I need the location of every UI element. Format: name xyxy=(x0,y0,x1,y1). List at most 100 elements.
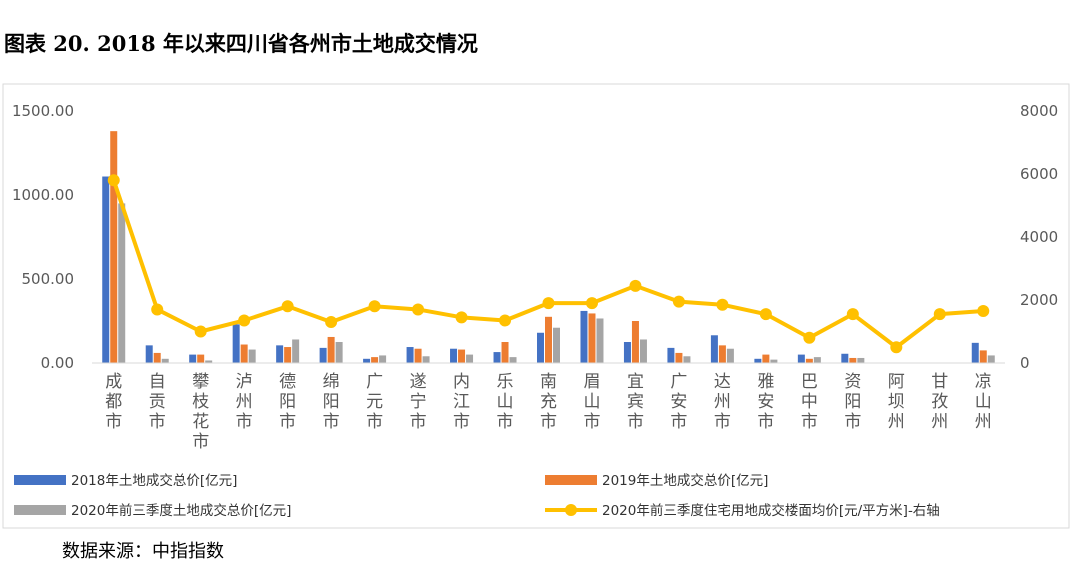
x-category-label: 成都市 xyxy=(105,372,122,432)
bar-3 xyxy=(466,354,474,363)
bar-3 xyxy=(726,348,734,363)
bar-1 xyxy=(232,324,240,363)
bar-3 xyxy=(335,342,343,363)
bar-2 xyxy=(545,316,552,363)
x-category-label: 宜宾市 xyxy=(627,372,644,432)
x-category-label: 巴中市 xyxy=(801,372,818,432)
bar-1 xyxy=(710,335,718,363)
bar-3 xyxy=(770,359,778,363)
bar-1 xyxy=(841,353,849,363)
bar-1 xyxy=(102,176,110,363)
bar-2 xyxy=(153,352,161,363)
price-point xyxy=(933,308,946,321)
bar-3 xyxy=(379,355,387,363)
price-point xyxy=(716,298,729,311)
y-right-tick-label: 4000 xyxy=(1020,228,1058,246)
bar-2 xyxy=(501,342,509,363)
legend-label: 2020年前三季度住宅用地成交楼面均价[元/平方米]-右轴 xyxy=(602,502,940,519)
bar-2 xyxy=(762,354,770,363)
x-category-label: 眉山市 xyxy=(583,372,600,432)
bar-1 xyxy=(319,347,327,363)
price-point xyxy=(977,305,990,318)
price-point xyxy=(759,308,772,321)
bar-2 xyxy=(631,321,639,363)
bar-3 xyxy=(857,357,865,363)
price-point xyxy=(585,297,598,310)
bar-3 xyxy=(205,360,213,363)
x-category-label: 泸州市 xyxy=(236,372,253,432)
bar-3 xyxy=(161,358,169,363)
bar-1 xyxy=(406,347,414,363)
y-right-tick-label: 2000 xyxy=(1020,291,1058,309)
bar-1 xyxy=(754,358,762,363)
price-point xyxy=(499,314,512,327)
bar-3 xyxy=(248,349,256,363)
legend-label: 2019年土地成交总价[亿元] xyxy=(602,472,768,489)
x-category-label: 遂宁市 xyxy=(410,372,427,432)
bar-2 xyxy=(805,358,813,363)
bar-1 xyxy=(189,354,197,363)
x-category-label: 达州市 xyxy=(714,372,731,432)
bar-2 xyxy=(414,348,422,363)
price-point xyxy=(194,325,207,338)
legend-swatch xyxy=(545,475,597,485)
x-category-label: 广元市 xyxy=(366,372,383,432)
price-point xyxy=(629,279,642,292)
x-category-label: 内江市 xyxy=(453,372,470,432)
bar-2 xyxy=(197,354,205,363)
bar-1 xyxy=(623,342,631,363)
bar-3 xyxy=(813,357,821,363)
bar-1 xyxy=(667,347,675,363)
bar-3 xyxy=(639,339,647,363)
price-point xyxy=(803,331,816,344)
bar-3 xyxy=(596,318,604,363)
bar-1 xyxy=(537,332,544,363)
price-point xyxy=(238,314,251,327)
y-right-tick-label: 6000 xyxy=(1020,165,1058,183)
bar-3 xyxy=(683,356,691,363)
bar-2 xyxy=(327,336,335,363)
price-point xyxy=(151,303,164,316)
bar-1 xyxy=(971,342,979,363)
bar-3 xyxy=(422,356,430,363)
x-category-label: 德阳市 xyxy=(279,372,296,432)
bar-2 xyxy=(284,347,292,363)
bar-1 xyxy=(493,352,501,363)
x-category-label: 广安市 xyxy=(670,372,687,432)
y-left-tick-label: 500.00 xyxy=(22,270,75,288)
y-left-tick-label: 0.00 xyxy=(41,354,74,372)
bar-2 xyxy=(110,131,118,363)
bar-2 xyxy=(979,350,987,363)
x-category-label: 凉山州 xyxy=(975,372,992,432)
x-category-label: 自贡市 xyxy=(149,372,166,432)
bar-3 xyxy=(509,357,517,363)
bar-3 xyxy=(118,203,126,363)
bar-1 xyxy=(276,345,284,363)
x-category-label: 雅安市 xyxy=(757,372,774,432)
bar-3 xyxy=(553,327,560,363)
bar-1 xyxy=(580,310,588,363)
price-point xyxy=(672,295,685,308)
x-category-label: 资阳市 xyxy=(844,372,861,432)
x-category-label: 甘孜州 xyxy=(931,372,948,432)
legend-label: 2020年前三季度土地成交总价[亿元] xyxy=(71,502,291,519)
bar-2 xyxy=(718,345,726,363)
bar-2 xyxy=(371,357,379,363)
price-point xyxy=(281,300,294,313)
bar-3 xyxy=(987,355,995,363)
chart-title: 图表 20. 2018 年以来四川省各州市土地成交情况 xyxy=(4,31,478,56)
price-point xyxy=(542,297,555,310)
bar-2 xyxy=(588,313,596,363)
bar-1 xyxy=(450,348,458,363)
y-right-tick-label: 0 xyxy=(1020,354,1030,372)
price-point xyxy=(368,300,381,313)
bar-1 xyxy=(363,358,371,363)
legend-swatch xyxy=(14,505,66,515)
bar-2 xyxy=(849,357,857,363)
source-note: 数据来源：中指指数 xyxy=(62,541,224,562)
price-point xyxy=(325,316,338,329)
x-category-label: 攀枝花市 xyxy=(192,372,209,452)
y-left-tick-label: 1500.00 xyxy=(12,102,74,120)
y-right-tick-label: 8000 xyxy=(1020,102,1058,120)
